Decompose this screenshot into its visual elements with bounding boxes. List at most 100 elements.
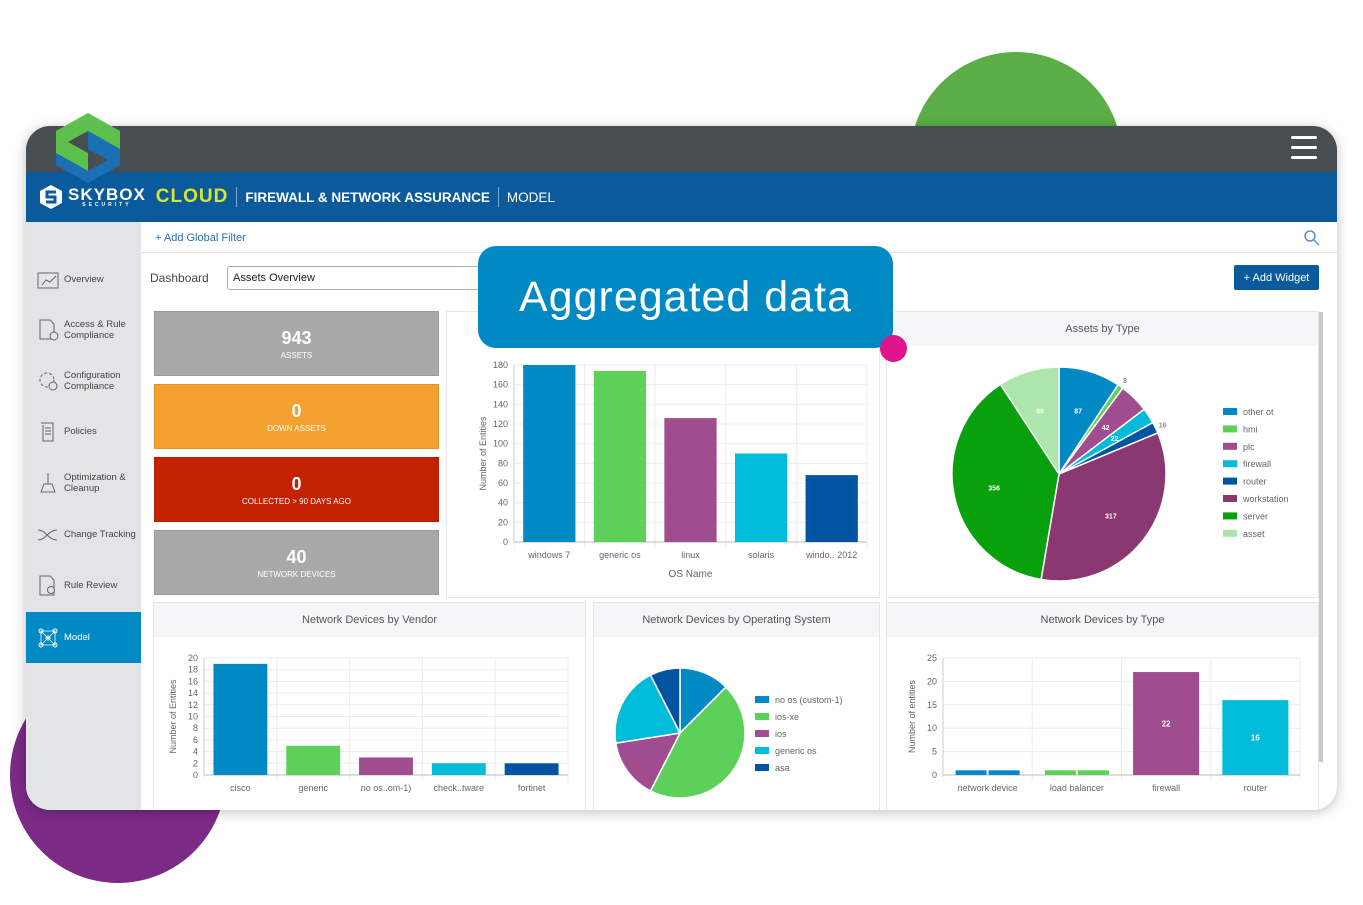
y-tick-label: 40: [498, 498, 508, 508]
network-type-panel: Network Devices by Type 0 5 10 15 20 25 network…: [886, 602, 1319, 810]
top-bar: [26, 126, 1337, 172]
x-tick-label: fortinet: [518, 783, 546, 793]
network-os-pie-chart: no os (custom-1) ios-xe ios generic os asa: [614, 667, 843, 799]
y-tick-label: 20: [927, 676, 937, 686]
kpi-label: DOWN ASSETS: [267, 424, 326, 433]
y-axis-title: Number of Entities: [478, 416, 488, 491]
y-tick-label: 25: [927, 653, 937, 663]
sidebar-item-policies[interactable]: Policies: [26, 406, 141, 457]
y-tick-label: 0: [503, 537, 508, 547]
slice-label: 8: [1123, 378, 1127, 385]
y-tick-label: 16: [188, 676, 198, 686]
sidebar: Overview Access & Rule Compliance Configur…: [26, 222, 141, 810]
brand-cloud: CLOUD: [155, 186, 229, 207]
assets-by-type-panel: Assets by Type 87 other ot 8 hmi 42 plc 22 firew…: [886, 311, 1319, 598]
legend-swatch: [755, 696, 769, 703]
aggregated-data-callout: Aggregated data: [478, 246, 893, 348]
sidebar-item-label: Change Tracking: [64, 529, 136, 540]
kpi-value: 0: [291, 474, 302, 494]
legend-label: workstation: [1242, 494, 1289, 504]
section-name: MODEL: [506, 189, 555, 205]
search-icon[interactable]: [1303, 229, 1321, 247]
shuffle-icon: [37, 529, 58, 540]
bar: [1077, 770, 1109, 775]
y-tick-label: 140: [493, 399, 508, 409]
pie-slice: [649, 667, 681, 734]
add-widget-button[interactable]: + Add Widget: [1234, 265, 1319, 290]
legend-swatch: [1223, 442, 1237, 450]
document-check-icon: [39, 319, 59, 340]
y-tick-label: 4: [193, 747, 198, 757]
y-tick-label: 18: [188, 665, 198, 675]
sidebar-item-optimization-cleanup[interactable]: Optimization & Cleanup: [26, 457, 141, 508]
scrollbar[interactable]: [1319, 312, 1323, 762]
bar: [504, 763, 559, 775]
document-search-icon: [39, 575, 55, 595]
y-tick-label: 80: [498, 458, 508, 468]
panel-title: Network Devices by Operating System: [594, 603, 879, 637]
legend-label: router: [1243, 477, 1267, 487]
x-tick-label: windows 7: [527, 550, 570, 560]
legend-label: hmi: [1243, 424, 1258, 434]
panel-title: Network Devices by Vendor: [154, 603, 585, 637]
panel-title: Assets by Type: [887, 312, 1318, 346]
bar: [213, 663, 268, 775]
pie-slice: [614, 732, 682, 792]
sidebar-item-configuration-compliance[interactable]: Configuration Compliance: [26, 355, 141, 406]
data-label: 22: [1162, 720, 1171, 729]
legend-swatch: [1223, 408, 1237, 415]
legend-label: plc: [1243, 442, 1255, 452]
kpi-tile[interactable]: 0 COLLECTED > 90 DAYS AGO: [154, 457, 439, 522]
hamburger-menu-icon[interactable]: [1291, 136, 1317, 160]
gear-check-icon: [39, 372, 58, 390]
legend-label: server: [1243, 511, 1268, 521]
scroll-icon: [41, 422, 54, 441]
slice-label: 87: [1074, 408, 1082, 415]
bar: [1222, 700, 1289, 775]
bar: [1133, 672, 1200, 775]
os-name-chart-panel: 0 20 40 60 80 100 120 140 160 180 windows 7 generic…: [446, 311, 880, 598]
slice-label: 317: [1105, 513, 1117, 520]
x-tick-label: no os..om-1): [361, 783, 412, 793]
sidebar-item-model[interactable]: Model: [26, 612, 141, 663]
kpi-tile[interactable]: 40 NETWORK DEVICES: [154, 530, 439, 595]
product-header: SKYBOX SECURITY CLOUD FIREWALL & NETWORK …: [26, 172, 1337, 222]
sidebar-item-access-rule-compliance[interactable]: Access & Rule Compliance: [26, 304, 141, 355]
kpi-tile[interactable]: 943 ASSETS: [154, 311, 439, 376]
sidebar-item-change-tracking[interactable]: Change Tracking: [26, 509, 141, 560]
sidebar-item-rule-review[interactable]: Rule Review: [26, 560, 141, 611]
y-tick-label: 5: [932, 747, 937, 757]
x-tick-label: generic: [298, 783, 328, 793]
legend-swatch: [755, 764, 769, 771]
network-os-panel: Network Devices by Operating System no os…: [593, 602, 880, 810]
kpi-value: 40: [286, 547, 307, 567]
chart-window-icon: [37, 272, 59, 288]
bar: [955, 770, 987, 775]
bar: [286, 745, 341, 775]
y-tick-label: 20: [498, 517, 508, 527]
dashboard-select[interactable]: Assets Overview: [227, 266, 487, 290]
y-tick-label: 160: [493, 380, 508, 390]
bar: [523, 365, 576, 542]
divider: [236, 187, 238, 207]
kpi-tile[interactable]: 0 DOWN ASSETS: [154, 384, 439, 449]
pie-slice: [1040, 431, 1167, 582]
legend-label: firewall: [1243, 459, 1271, 469]
bar: [805, 475, 858, 542]
data-label: 16: [1251, 734, 1260, 743]
y-tick-label: 120: [493, 419, 508, 429]
legend-swatch: [1223, 512, 1237, 520]
sidebar-item-overview[interactable]: Overview: [26, 254, 141, 305]
legend-swatch: [755, 713, 769, 720]
x-tick-label: linux: [681, 550, 700, 560]
y-tick-label: 10: [927, 723, 937, 733]
dashboard-label: Dashboard: [150, 271, 209, 285]
legend-swatch: [1223, 495, 1237, 502]
divider: [497, 187, 499, 207]
assets-pie-chart: 87 other ot 8 hmi 42 plc 22 firewall 16 router 317…: [951, 366, 1289, 582]
sidebar-item-label: Optimization & Cleanup: [64, 471, 126, 494]
y-tick-label: 15: [927, 700, 937, 710]
add-global-filter-link[interactable]: + Add Global Filter: [155, 232, 246, 244]
app-window: SKYBOX SECURITY CLOUD FIREWALL & NETWORK …: [26, 126, 1337, 810]
